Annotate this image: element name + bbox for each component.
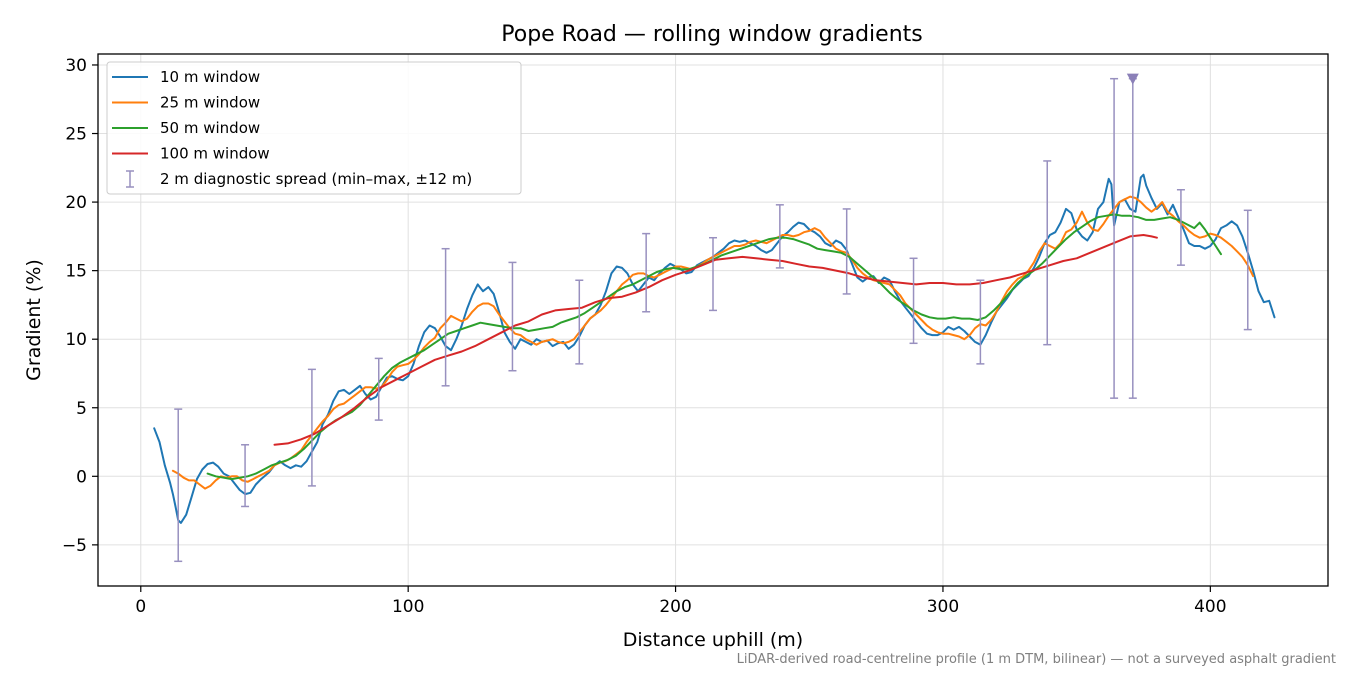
x-tick-label: 200 bbox=[659, 597, 691, 617]
x-axis-label: Distance uphill (m) bbox=[623, 629, 803, 651]
legend-box bbox=[106, 61, 522, 195]
spread-bar bbox=[842, 208, 851, 295]
legend-entry: 25 m window bbox=[112, 94, 260, 112]
y-axis-label: Gradient (%) bbox=[23, 259, 45, 381]
spread-bar bbox=[976, 279, 985, 365]
y-tick-label: 30 bbox=[65, 56, 87, 76]
y-tick-label: 10 bbox=[65, 330, 87, 350]
y-tick-label: 5 bbox=[76, 399, 87, 419]
spread-bar bbox=[909, 257, 918, 345]
x-tick-label: 100 bbox=[392, 597, 424, 617]
x-tick-label: 0 bbox=[135, 597, 146, 617]
legend-label: 2 m diagnostic spread (min–max, ±12 m) bbox=[160, 170, 472, 188]
legend-label: 10 m window bbox=[160, 68, 260, 86]
y-tick-label: 0 bbox=[76, 467, 87, 487]
spread-bar bbox=[1110, 77, 1119, 399]
x-tick-label: 400 bbox=[1194, 597, 1226, 617]
y-tick-label: 25 bbox=[65, 125, 87, 145]
plot-area-frame bbox=[97, 53, 1329, 587]
spread-bar bbox=[642, 232, 651, 313]
spread-bar bbox=[307, 368, 316, 487]
data-source-footnote: LiDAR-derived road-centreline profile (1… bbox=[736, 652, 1336, 667]
series-line bbox=[273, 234, 1158, 446]
max-spread-marker bbox=[1126, 73, 1139, 85]
spread-bar bbox=[1043, 160, 1052, 346]
series-line bbox=[206, 213, 1222, 481]
axis-ticks: 0 100 200 300 400 −5 0 5 10 15 20 25 30 bbox=[62, 56, 1227, 617]
legend-entry: 50 m window bbox=[112, 119, 260, 137]
spread-bar bbox=[374, 357, 383, 421]
chart-title: Pope Road — rolling window gradients bbox=[501, 22, 922, 47]
spread-bar bbox=[1243, 209, 1252, 331]
legend-entry: 10 m window bbox=[112, 68, 260, 86]
legend-label: 25 m window bbox=[160, 94, 260, 112]
spread-bar bbox=[1176, 188, 1185, 266]
spread-bar bbox=[709, 236, 717, 312]
spread-bar bbox=[174, 408, 183, 563]
legend: 10 m window 25 m window 50 m window 100 m w… bbox=[106, 61, 522, 195]
y-tick-label: 20 bbox=[65, 193, 87, 213]
y-tick-label: −5 bbox=[62, 536, 87, 556]
spread-bar bbox=[575, 279, 584, 365]
x-tick-label: 300 bbox=[927, 597, 959, 617]
spread-bar bbox=[241, 444, 250, 508]
series-lines bbox=[153, 173, 1276, 524]
spread-bar bbox=[508, 261, 517, 372]
legend-label: 100 m window bbox=[160, 145, 270, 163]
legend-label: 50 m window bbox=[160, 119, 260, 137]
spread-bar bbox=[775, 204, 784, 269]
legend-entry: 2 m diagnostic spread (min–max, ±12 m) bbox=[126, 170, 472, 188]
diagnostic-spread-bars bbox=[174, 73, 1252, 563]
y-tick-label: 15 bbox=[65, 262, 87, 282]
series-line bbox=[153, 173, 1276, 524]
legend-entry: 100 m window bbox=[112, 145, 270, 163]
spread-bar bbox=[441, 247, 450, 387]
spread-bar bbox=[1128, 77, 1137, 399]
